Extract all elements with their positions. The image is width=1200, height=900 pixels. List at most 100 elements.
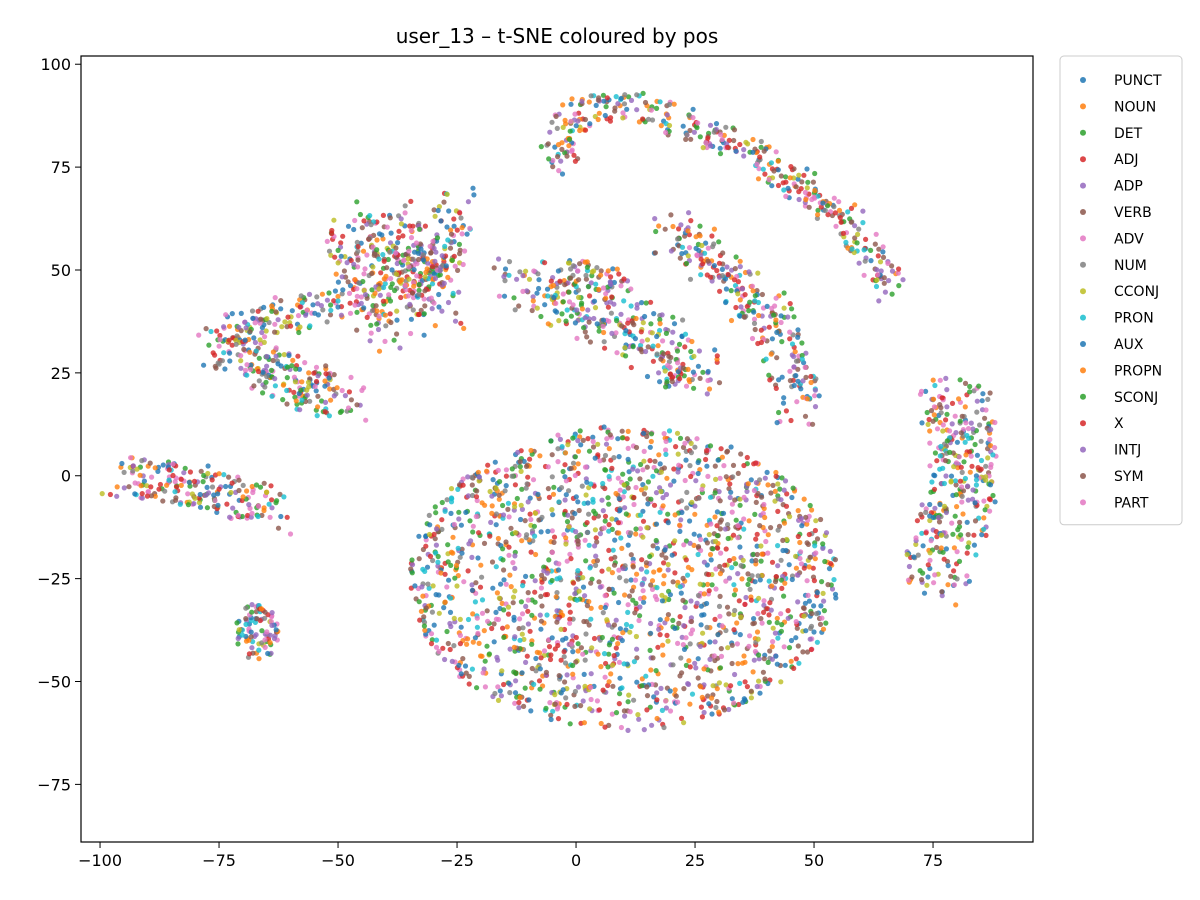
scatter-point bbox=[701, 666, 707, 672]
scatter-point bbox=[346, 389, 352, 395]
scatter-point bbox=[981, 526, 987, 532]
scatter-point bbox=[417, 617, 423, 623]
scatter-point bbox=[632, 577, 639, 583]
scatter-point bbox=[938, 545, 944, 551]
scatter-point bbox=[528, 516, 534, 523]
scatter-point bbox=[608, 310, 615, 316]
scatter-point bbox=[685, 564, 692, 570]
scatter-point bbox=[438, 218, 444, 224]
scatter-point bbox=[397, 345, 403, 351]
scatter-point bbox=[622, 563, 628, 569]
scatter-point bbox=[613, 710, 620, 716]
scatter-point bbox=[746, 269, 752, 275]
scatter-point bbox=[713, 566, 719, 572]
scatter-point bbox=[626, 692, 632, 698]
scatter-point bbox=[296, 329, 302, 336]
scatter-point bbox=[981, 498, 987, 504]
scatter-point bbox=[650, 655, 656, 661]
scatter-point bbox=[432, 275, 438, 281]
scatter-point bbox=[683, 662, 690, 669]
scatter-point bbox=[593, 553, 599, 559]
scatter-point bbox=[263, 379, 269, 385]
scatter-point bbox=[707, 639, 713, 645]
scatter-point bbox=[322, 383, 328, 389]
scatter-point bbox=[697, 233, 703, 239]
scatter-point bbox=[647, 553, 653, 560]
scatter-point bbox=[421, 614, 427, 620]
scatter-point bbox=[555, 716, 562, 722]
scatter-point bbox=[572, 472, 578, 479]
scatter-point bbox=[299, 379, 305, 385]
scatter-point bbox=[307, 323, 313, 329]
scatter-point bbox=[799, 340, 805, 346]
scatter-point bbox=[676, 226, 682, 232]
scatter-point bbox=[832, 210, 839, 216]
scatter-point bbox=[667, 364, 673, 370]
scatter-point bbox=[737, 297, 743, 303]
scatter-point bbox=[930, 396, 937, 402]
scatter-point bbox=[724, 449, 730, 455]
scatter-point bbox=[284, 387, 290, 394]
scatter-point bbox=[145, 489, 151, 495]
scatter-point bbox=[391, 337, 397, 343]
scatter-point bbox=[728, 489, 734, 495]
scatter-point bbox=[810, 179, 817, 185]
scatter-point bbox=[793, 565, 800, 571]
scatter-point bbox=[545, 321, 551, 327]
scatter-point bbox=[634, 92, 640, 98]
scatter-point bbox=[723, 578, 729, 584]
scatter-point bbox=[689, 338, 695, 345]
y-tick-label: −50 bbox=[37, 673, 71, 692]
scatter-point bbox=[963, 452, 969, 458]
scatter-point bbox=[524, 653, 530, 659]
scatter-point bbox=[594, 321, 600, 327]
scatter-point bbox=[238, 365, 244, 371]
scatter-point bbox=[680, 365, 686, 371]
scatter-point bbox=[395, 240, 401, 246]
scatter-point bbox=[217, 332, 223, 339]
scatter-point bbox=[557, 278, 563, 284]
scatter-point bbox=[346, 290, 353, 296]
scatter-point bbox=[630, 320, 636, 326]
scatter-point bbox=[388, 284, 394, 290]
scatter-point bbox=[670, 314, 676, 320]
scatter-point bbox=[517, 269, 523, 275]
scatter-point bbox=[501, 577, 507, 583]
scatter-point bbox=[537, 453, 543, 459]
scatter-point bbox=[753, 460, 759, 466]
scatter-point bbox=[412, 583, 418, 589]
scatter-point bbox=[786, 645, 793, 651]
scatter-point bbox=[425, 260, 431, 266]
scatter-point bbox=[500, 557, 506, 563]
scatter-point bbox=[471, 192, 477, 198]
scatter-point bbox=[334, 385, 340, 391]
scatter-point bbox=[578, 442, 584, 448]
scatter-point bbox=[657, 321, 663, 327]
scatter-point bbox=[724, 144, 731, 150]
scatter-point bbox=[774, 329, 780, 335]
scatter-point bbox=[505, 611, 512, 617]
scatter-point bbox=[713, 121, 720, 127]
scatter-point bbox=[695, 592, 702, 599]
scatter-point bbox=[943, 375, 949, 381]
scatter-point bbox=[934, 534, 940, 540]
scatter-point bbox=[507, 690, 513, 696]
scatter-point bbox=[627, 476, 633, 482]
scatter-point bbox=[680, 317, 686, 323]
scatter-point bbox=[608, 274, 614, 280]
scatter-point bbox=[512, 530, 519, 536]
scatter-point bbox=[367, 213, 373, 219]
scatter-point bbox=[750, 551, 756, 558]
scatter-point bbox=[566, 289, 572, 295]
scatter-point bbox=[394, 260, 400, 267]
scatter-point bbox=[959, 413, 965, 419]
scatter-point bbox=[729, 642, 735, 648]
scatter-point bbox=[987, 390, 993, 396]
scatter-point bbox=[635, 712, 641, 718]
scatter-point bbox=[332, 288, 338, 294]
scatter-point bbox=[683, 457, 689, 463]
scatter-point bbox=[591, 635, 598, 642]
scatter-point bbox=[965, 483, 971, 489]
scatter-point bbox=[638, 566, 645, 572]
scatter-point bbox=[562, 679, 568, 685]
